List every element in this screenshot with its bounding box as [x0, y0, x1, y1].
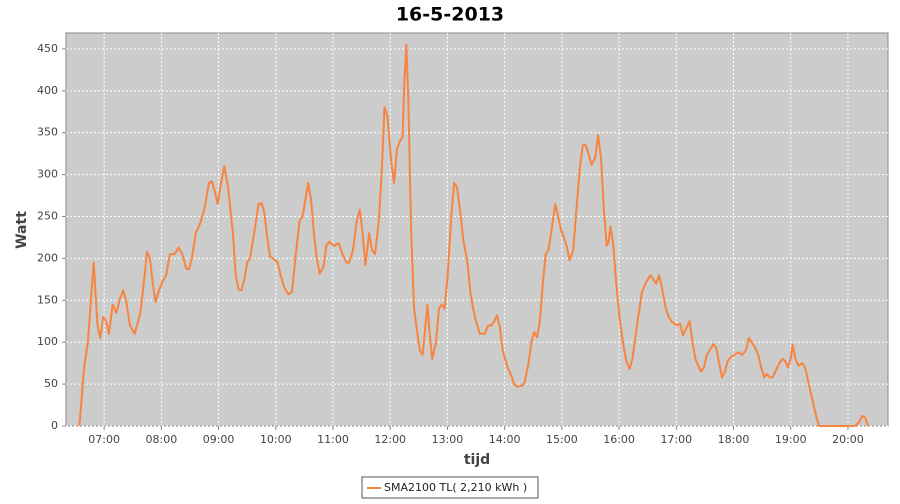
- y-tick-label: 50: [44, 377, 58, 390]
- y-tick-label: 300: [37, 168, 58, 181]
- x-tick-label: 10:00: [260, 433, 292, 446]
- y-tick-label: 200: [37, 251, 58, 264]
- x-tick-label: 20:00: [832, 433, 864, 446]
- x-tick-label: 11:00: [317, 433, 349, 446]
- x-tick-label: 09:00: [203, 433, 235, 446]
- chart-title: 16-5-2013: [396, 4, 504, 26]
- y-tick-label: 150: [37, 293, 58, 306]
- x-tick-label: 17:00: [660, 433, 692, 446]
- legend-label: SMA2100 TL( 2,210 kWh ): [384, 481, 527, 494]
- x-tick-label: 18:00: [718, 433, 750, 446]
- x-tick-label: 12:00: [374, 433, 406, 446]
- y-tick-label: 350: [37, 126, 58, 139]
- legend-box: [361, 476, 539, 499]
- plot-area: [65, 32, 889, 427]
- x-tick-label: 07:00: [88, 433, 120, 446]
- y-tick-label: 450: [37, 42, 58, 55]
- x-tick-label: 19:00: [775, 433, 807, 446]
- y-tick-label: 100: [37, 335, 58, 348]
- data-line: [78, 43, 869, 427]
- x-axis-label: tijd: [464, 452, 490, 468]
- x-tick-label: 15:00: [546, 433, 578, 446]
- x-tick-label: 16:00: [603, 433, 635, 446]
- y-tick-label: 250: [37, 210, 58, 223]
- x-tick-label: 08:00: [146, 433, 178, 446]
- y-axis-label: Watt: [14, 211, 30, 249]
- x-tick-label: 14:00: [489, 433, 521, 446]
- x-tick-label: 13:00: [432, 433, 464, 446]
- y-tick-label: 0: [51, 419, 58, 432]
- y-tick-label: 400: [37, 84, 58, 97]
